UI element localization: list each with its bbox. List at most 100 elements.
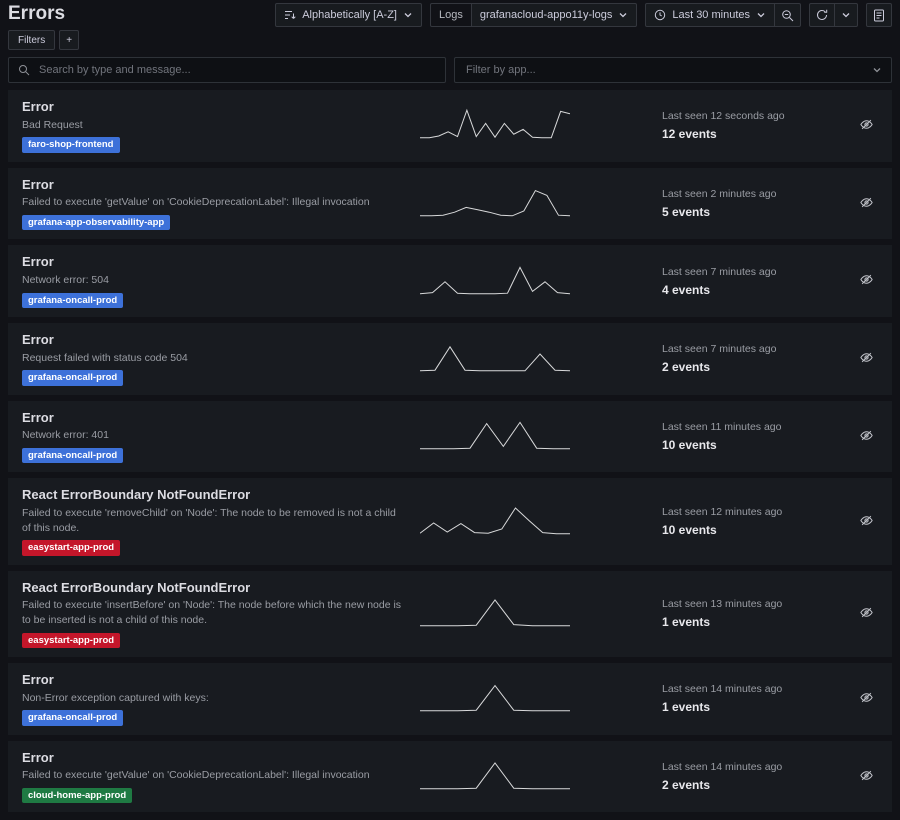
error-meta: Last seen 12 seconds ago 12 events (662, 110, 847, 141)
chevron-down-icon (403, 10, 413, 20)
sort-dropdown[interactable]: Alphabetically [A-Z] (275, 3, 422, 27)
error-message: Failed to execute 'insertBefore' on 'Nod… (22, 599, 402, 626)
error-meta: Last seen 12 minutes ago 10 events (662, 506, 847, 537)
error-row[interactable]: React ErrorBoundary NotFoundError Failed… (8, 478, 892, 565)
error-info: Error Network error: 401 grafana-oncall-… (22, 410, 420, 464)
hide-error-button[interactable] (855, 268, 878, 294)
hide-error-button[interactable] (855, 764, 878, 790)
refresh-group (809, 3, 858, 27)
app-badge[interactable]: easystart-app-prod (22, 632, 121, 649)
error-row[interactable]: Error Non-Error exception captured with … (8, 663, 892, 735)
error-row[interactable]: React ErrorBoundary NotFoundError Failed… (8, 570, 892, 658)
error-info: Error Request failed with status code 50… (22, 332, 420, 386)
error-info: Error Non-Error exception captured with … (22, 672, 420, 726)
error-meta: Last seen 14 minutes ago 1 events (662, 683, 847, 714)
logs-datasource-dropdown[interactable]: grafanacloud-appo11y-logs (470, 3, 638, 27)
error-info: Error Failed to execute 'getValue' on 'C… (22, 177, 420, 231)
time-range-label: Last 30 minutes (672, 8, 750, 21)
error-row[interactable]: Error Bad Request faro-shop-frontend Las… (8, 90, 892, 162)
last-seen-text: Last seen 12 seconds ago (662, 110, 785, 123)
eye-slash-icon (859, 690, 874, 708)
search-input[interactable] (37, 63, 436, 77)
error-sparkline (420, 179, 571, 228)
hide-error-button[interactable] (855, 113, 878, 139)
app-badge[interactable]: grafana-oncall-prod (22, 292, 124, 309)
app-badge[interactable]: faro-shop-frontend (22, 137, 120, 153)
last-seen-text: Last seen 12 minutes ago (662, 506, 783, 519)
events-count: 4 events (662, 282, 711, 297)
add-filter-button[interactable]: + (59, 30, 80, 50)
sort-icon (284, 9, 296, 21)
refresh-interval-dropdown[interactable] (834, 3, 858, 27)
error-title: Error (22, 672, 54, 688)
error-sparkline (420, 589, 570, 638)
app-badge[interactable]: easystart-app-prod (22, 540, 121, 556)
error-row[interactable]: Error Network error: 401 grafana-oncall-… (8, 400, 892, 473)
last-seen-text: Last seen 13 minutes ago (662, 598, 783, 611)
last-seen-text: Last seen 14 minutes ago (662, 683, 783, 696)
page-title: Errors (8, 3, 66, 24)
hide-error-button[interactable] (855, 191, 878, 217)
events-count: 2 events (662, 778, 711, 793)
logs-datasource-value: grafanacloud-appo11y-logs (479, 8, 613, 21)
eye-slash-icon (859, 768, 874, 786)
error-sparkline (419, 334, 571, 383)
zoom-out-time-button[interactable] (774, 3, 801, 27)
hide-error-button[interactable] (855, 601, 878, 627)
error-title: Error (22, 332, 54, 348)
error-sparkline (420, 412, 570, 461)
events-count: 12 events (662, 127, 717, 142)
time-range-picker[interactable]: Last 30 minutes (645, 3, 775, 27)
error-info: Error Network error: 504 grafana-oncall-… (22, 254, 420, 309)
chevron-down-icon (756, 10, 766, 20)
logs-source-group: Logs grafanacloud-appo11y-logs (429, 3, 638, 27)
hide-error-button[interactable] (855, 346, 878, 372)
eye-slash-icon (859, 272, 874, 290)
eye-slash-icon (859, 117, 874, 135)
refresh-button[interactable] (809, 3, 835, 27)
app-filter-wrap (454, 57, 892, 83)
events-count: 1 events (662, 700, 711, 715)
error-row[interactable]: Error Failed to execute 'getValue' on 'C… (8, 167, 892, 240)
logs-label: Logs (429, 3, 472, 27)
app-badge[interactable]: grafana-oncall-prod (22, 447, 124, 464)
eye-slash-icon (859, 605, 874, 623)
error-info: React ErrorBoundary NotFoundError Failed… (22, 580, 420, 649)
last-seen-text: Last seen 11 minutes ago (662, 421, 782, 434)
error-sparkline (420, 752, 570, 801)
error-row[interactable]: Error Request failed with status code 50… (8, 323, 892, 395)
hide-error-button[interactable] (855, 424, 878, 450)
document-icon (873, 9, 885, 22)
error-sparkline (420, 101, 571, 150)
error-message: Request failed with status code 504 (22, 351, 188, 364)
app-filter-input[interactable] (464, 63, 865, 77)
error-message: Network error: 504 (22, 273, 109, 286)
error-sparkline (419, 257, 571, 306)
hide-error-button[interactable] (855, 509, 878, 535)
app-badge[interactable]: grafana-oncall-prod (22, 710, 124, 726)
app-badge[interactable]: grafana-oncall-prod (22, 370, 124, 386)
panel-menu-button[interactable] (866, 3, 892, 27)
error-meta: Last seen 13 minutes ago 1 events (662, 598, 847, 629)
error-title: Error (22, 749, 54, 765)
eye-slash-icon (859, 350, 874, 368)
chevron-down-icon (618, 10, 628, 20)
hide-error-button[interactable] (855, 686, 878, 712)
error-info: React ErrorBoundary NotFoundError Failed… (22, 487, 420, 556)
error-title: Error (22, 409, 54, 425)
error-sparkline (420, 674, 570, 723)
filters-button[interactable]: Filters (8, 30, 56, 50)
app-badge[interactable]: cloud-home-app-prod (22, 788, 133, 804)
error-meta: Last seen 11 minutes ago 10 events (662, 421, 847, 452)
error-meta: Last seen 7 minutes ago 4 events (662, 266, 847, 297)
error-title: React ErrorBoundary NotFoundError (22, 487, 251, 503)
error-row[interactable]: Error Failed to execute 'getValue' on 'C… (8, 740, 892, 813)
clock-icon (654, 9, 666, 21)
app-badge[interactable]: grafana-app-observability-app (22, 214, 171, 231)
error-message: Failed to execute 'getValue' on 'CookieD… (22, 196, 370, 209)
last-seen-text: Last seen 2 minutes ago (662, 188, 777, 200)
error-info: Error Failed to execute 'getValue' on 'C… (22, 750, 420, 804)
error-title: Error (22, 254, 54, 270)
error-row[interactable]: Error Network error: 504 grafana-oncall-… (8, 245, 892, 318)
error-title: Error (22, 176, 54, 192)
